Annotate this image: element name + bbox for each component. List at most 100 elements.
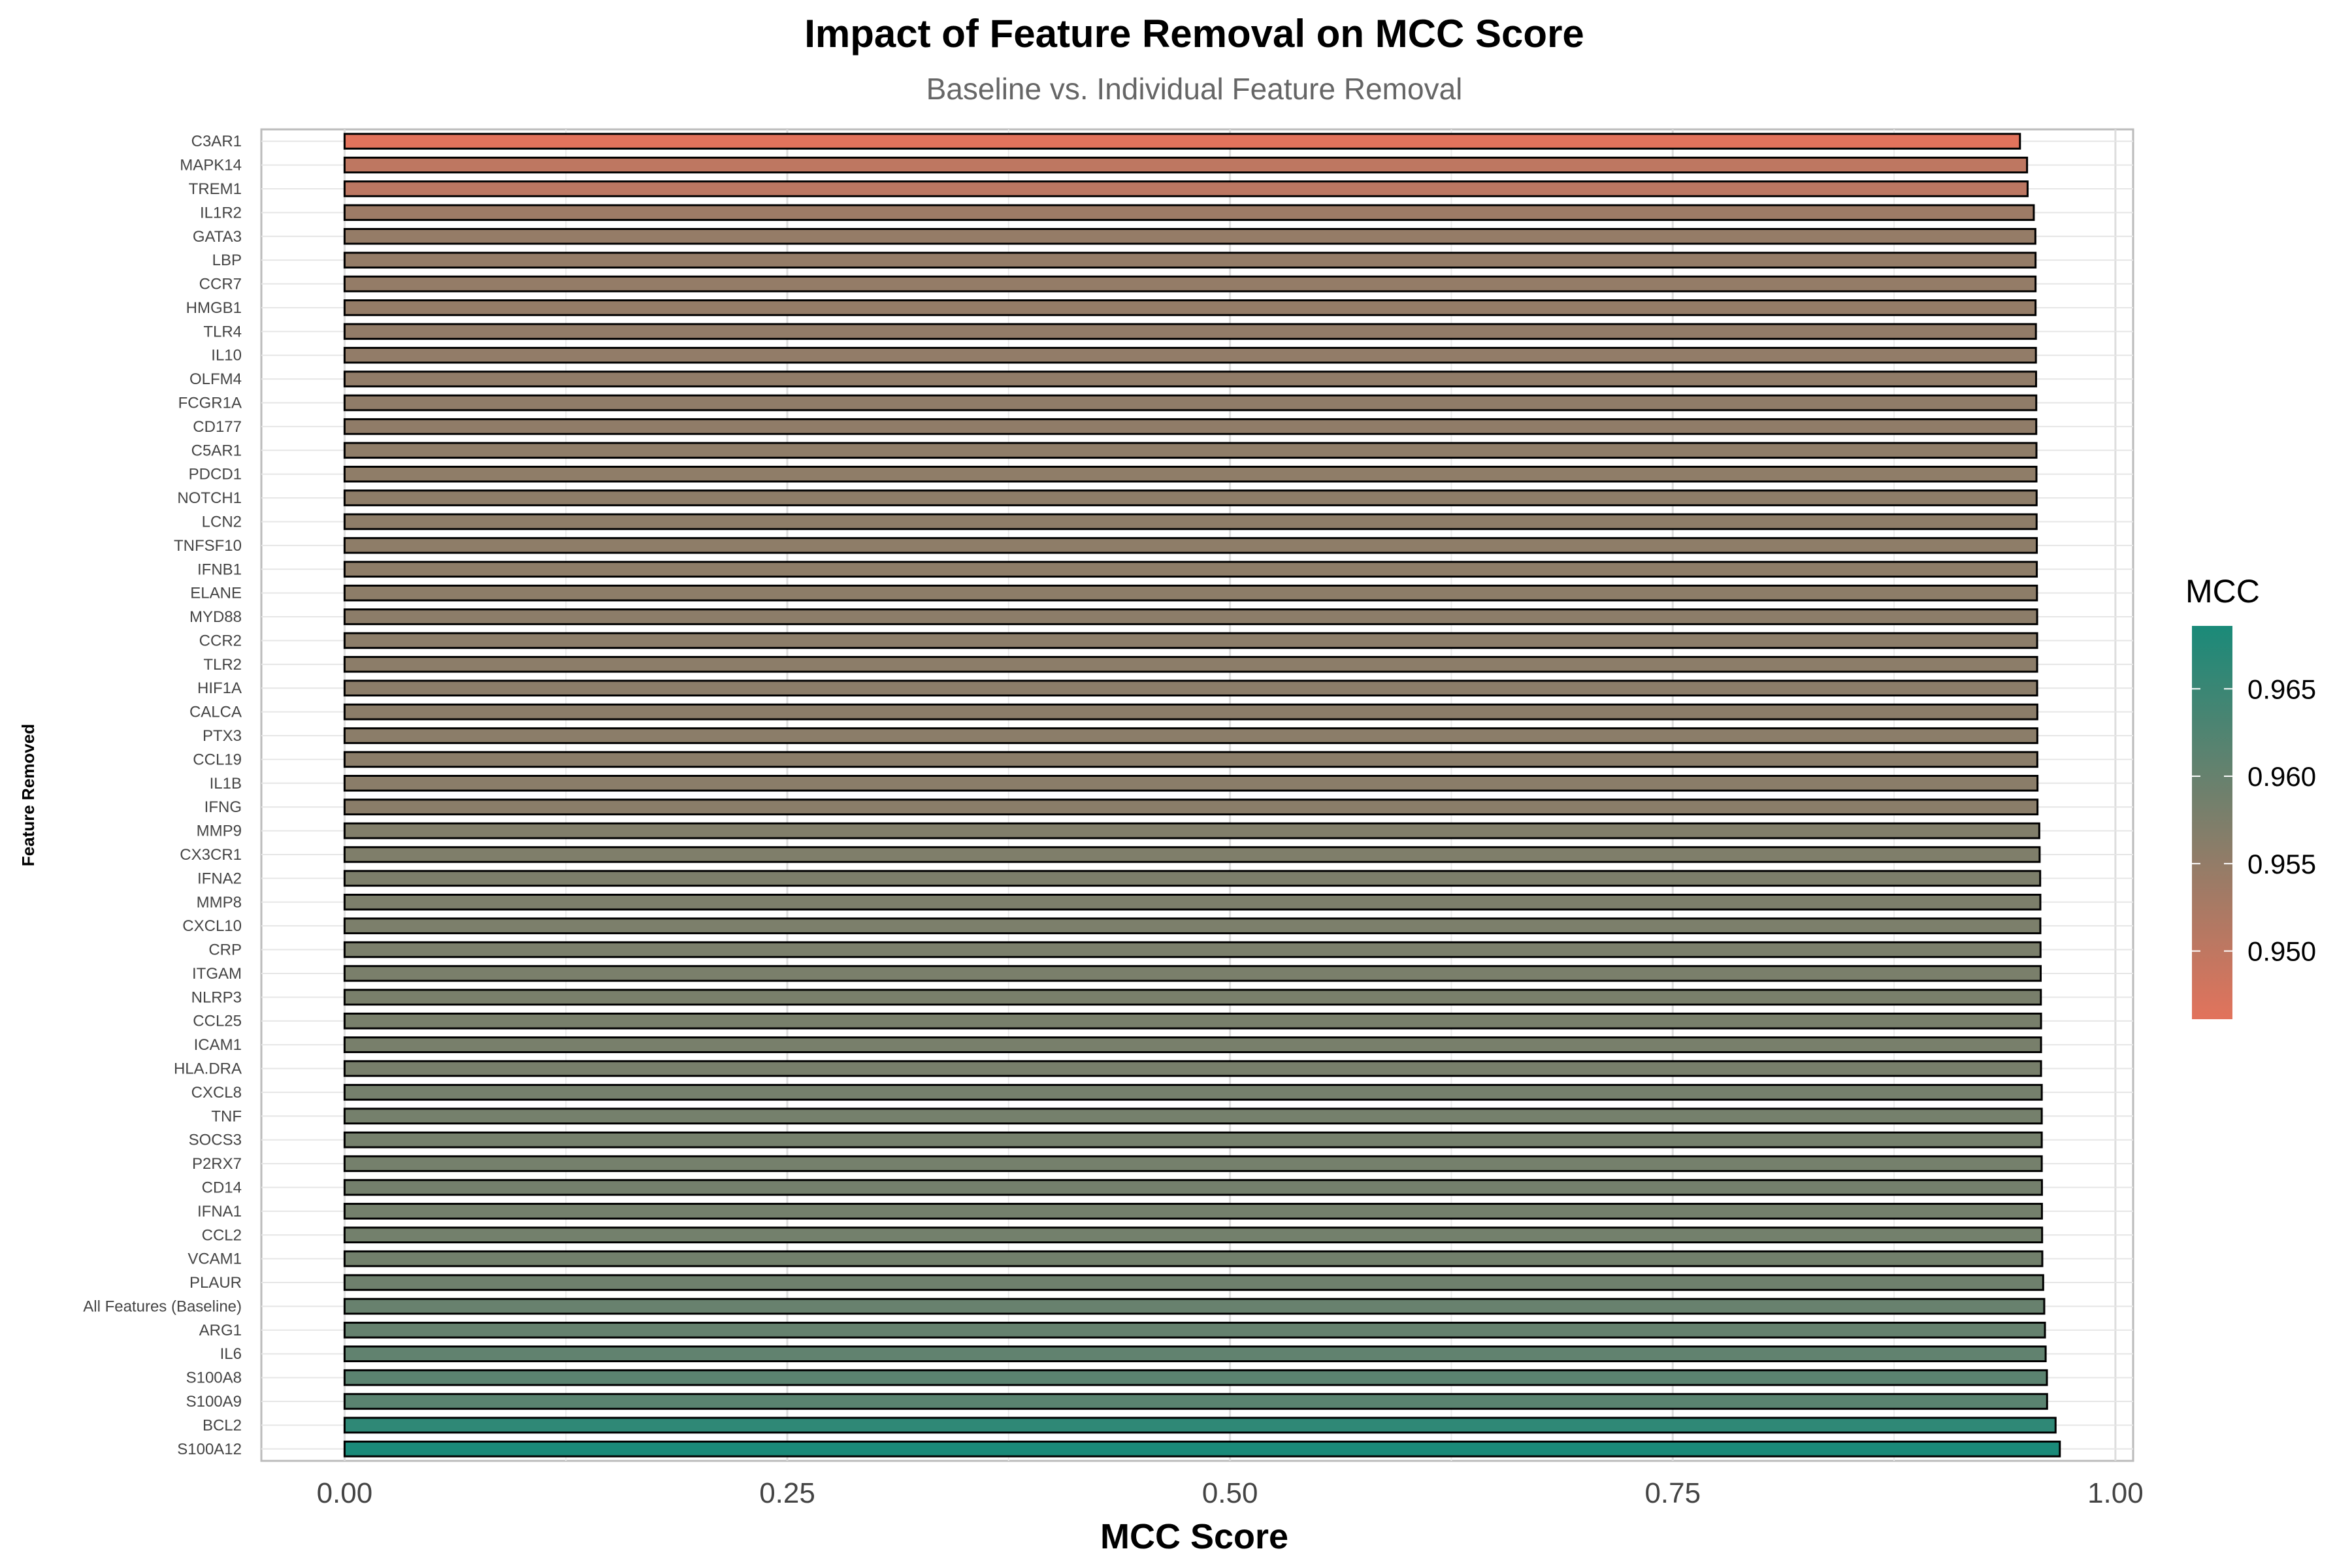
y-tick-label: CRP — [208, 941, 242, 959]
y-tick-label: C5AR1 — [191, 442, 242, 459]
y-tick-label: IL1R2 — [200, 204, 242, 221]
bar-CXCL10 — [343, 917, 2042, 934]
bar-IFNA2 — [343, 870, 2042, 887]
y-tick-label: FCGR1A — [178, 395, 242, 412]
bar-S100A8 — [343, 1369, 2048, 1386]
y-tick-label: GATA3 — [193, 228, 242, 246]
bar-NOTCH1 — [343, 489, 2038, 506]
y-tick-label: TLR4 — [203, 323, 242, 340]
bar-CD14 — [343, 1179, 2043, 1196]
y-tick-label: HMGB1 — [186, 299, 242, 317]
bar-TLR4 — [343, 323, 2037, 340]
bar-OLFM4 — [343, 370, 2037, 387]
y-tick-label: All Features (Baseline) — [83, 1298, 242, 1315]
x-tick-label: 0.50 — [1202, 1477, 1258, 1509]
bar-CRP — [343, 941, 2042, 958]
bar-CCR7 — [343, 275, 2037, 293]
bar-S100A9 — [343, 1393, 2048, 1410]
y-tick-label: CCR2 — [199, 632, 242, 649]
y-tick-label: VCAM1 — [188, 1250, 242, 1268]
bar-NLRP3 — [343, 988, 2042, 1006]
legend-tick-label: 0.955 — [2247, 849, 2316, 879]
legend-tick-label: 0.950 — [2247, 936, 2316, 967]
bar-PTX3 — [343, 727, 2038, 744]
y-tick-label: LCN2 — [202, 513, 242, 531]
bar-MYD88 — [343, 608, 2038, 625]
bar-ELANE — [343, 584, 2038, 602]
bar-TNFSF10 — [343, 537, 2038, 554]
x-tick-label: 0.25 — [759, 1477, 815, 1509]
y-tick-label: CD177 — [193, 418, 242, 436]
bar-All Features (Baseline) — [343, 1298, 2046, 1315]
bar-IFNA1 — [343, 1203, 2043, 1220]
y-axis-label: Feature Removed — [18, 724, 38, 866]
y-tick-label: SOCS3 — [189, 1132, 242, 1149]
bar-CCL25 — [343, 1012, 2042, 1030]
y-tick-label: BCL2 — [203, 1416, 242, 1434]
y-tick-label: CCL2 — [202, 1226, 242, 1244]
bar-P2RX7 — [343, 1155, 2043, 1172]
y-tick-label: CXCL10 — [182, 917, 242, 935]
y-tick-label: PTX3 — [203, 727, 242, 745]
y-tick-label: ICAM1 — [194, 1036, 242, 1054]
y-tick-label: CX3CR1 — [180, 846, 242, 864]
y-tick-label: OLFM4 — [189, 370, 242, 388]
y-tick-label: TREM1 — [189, 180, 242, 198]
bar-VCAM1 — [343, 1250, 2044, 1267]
y-tick-label: IFNA1 — [197, 1203, 242, 1220]
y-tick-label: S100A12 — [177, 1441, 242, 1458]
y-tick-label: CCL19 — [193, 751, 242, 768]
y-tick-label: CD14 — [202, 1179, 242, 1196]
bar-TLR2 — [343, 656, 2038, 673]
bar-ITGAM — [343, 965, 2042, 982]
y-tick-label: MMP9 — [197, 823, 242, 840]
y-tick-label: CCL25 — [193, 1013, 242, 1030]
y-tick-label: P2RX7 — [192, 1155, 242, 1173]
y-tick-label: ITGAM — [192, 965, 242, 983]
bar-C3AR1 — [343, 133, 2021, 150]
bar-C5AR1 — [343, 442, 2038, 459]
y-tick-label: IFNA2 — [197, 870, 242, 887]
bar-HIF1A — [343, 679, 2038, 697]
y-tick-label: HLA.DRA — [174, 1060, 242, 1078]
y-tick-label: IFNG — [204, 798, 242, 816]
bar-IL6 — [343, 1345, 2047, 1363]
bar-BCL2 — [343, 1416, 2057, 1434]
bar-S100A12 — [343, 1441, 2061, 1458]
bar-CCL2 — [343, 1226, 2044, 1244]
x-axis-label: MCC Score — [1100, 1517, 1288, 1556]
legend-colorbar — [2192, 626, 2232, 1019]
y-tick-label: MYD88 — [189, 608, 242, 626]
bar-IFNB1 — [343, 561, 2038, 578]
color-legend: MCC 0.950 0.955 0.960 0.965 — [2185, 573, 2316, 1019]
y-tick-label: C3AR1 — [191, 133, 242, 150]
legend-tick-label: 0.965 — [2247, 674, 2316, 704]
bar-IL1B — [343, 775, 2039, 792]
y-tick-label: CCR7 — [199, 276, 242, 293]
y-tick-label: ELANE — [190, 585, 242, 602]
y-tick-label: PDCD1 — [189, 466, 242, 483]
bar-GATA3 — [343, 227, 2036, 245]
x-tick-label: 1.00 — [2087, 1477, 2144, 1509]
bar-CCR2 — [343, 632, 2038, 649]
y-tick-label: MMP8 — [197, 894, 242, 911]
bar-IL1R2 — [343, 204, 2035, 221]
y-tick-label: MAPK14 — [180, 157, 242, 174]
y-tick-label: HIF1A — [197, 679, 242, 697]
bar-HLA.DRA — [343, 1060, 2042, 1077]
x-tick-label: 0.75 — [1644, 1477, 1701, 1509]
bar-ARG1 — [343, 1322, 2046, 1339]
bar-IFNG — [343, 798, 2039, 815]
y-tick-label: IL6 — [220, 1345, 242, 1363]
bar-CCL19 — [343, 751, 2038, 768]
bar-CD177 — [343, 418, 2038, 435]
y-tick-label: IL1B — [210, 775, 242, 792]
bar-TNF — [343, 1107, 2043, 1125]
bar-PLAUR — [343, 1274, 2044, 1291]
legend-ticks: 0.950 0.955 0.960 0.965 — [2192, 674, 2316, 967]
y-tick-label: NOTCH1 — [177, 489, 242, 507]
bar-MAPK14 — [343, 156, 2029, 174]
chart-title: Impact of Feature Removal on MCC Score — [804, 12, 1584, 56]
bar-PDCD1 — [343, 465, 2038, 483]
